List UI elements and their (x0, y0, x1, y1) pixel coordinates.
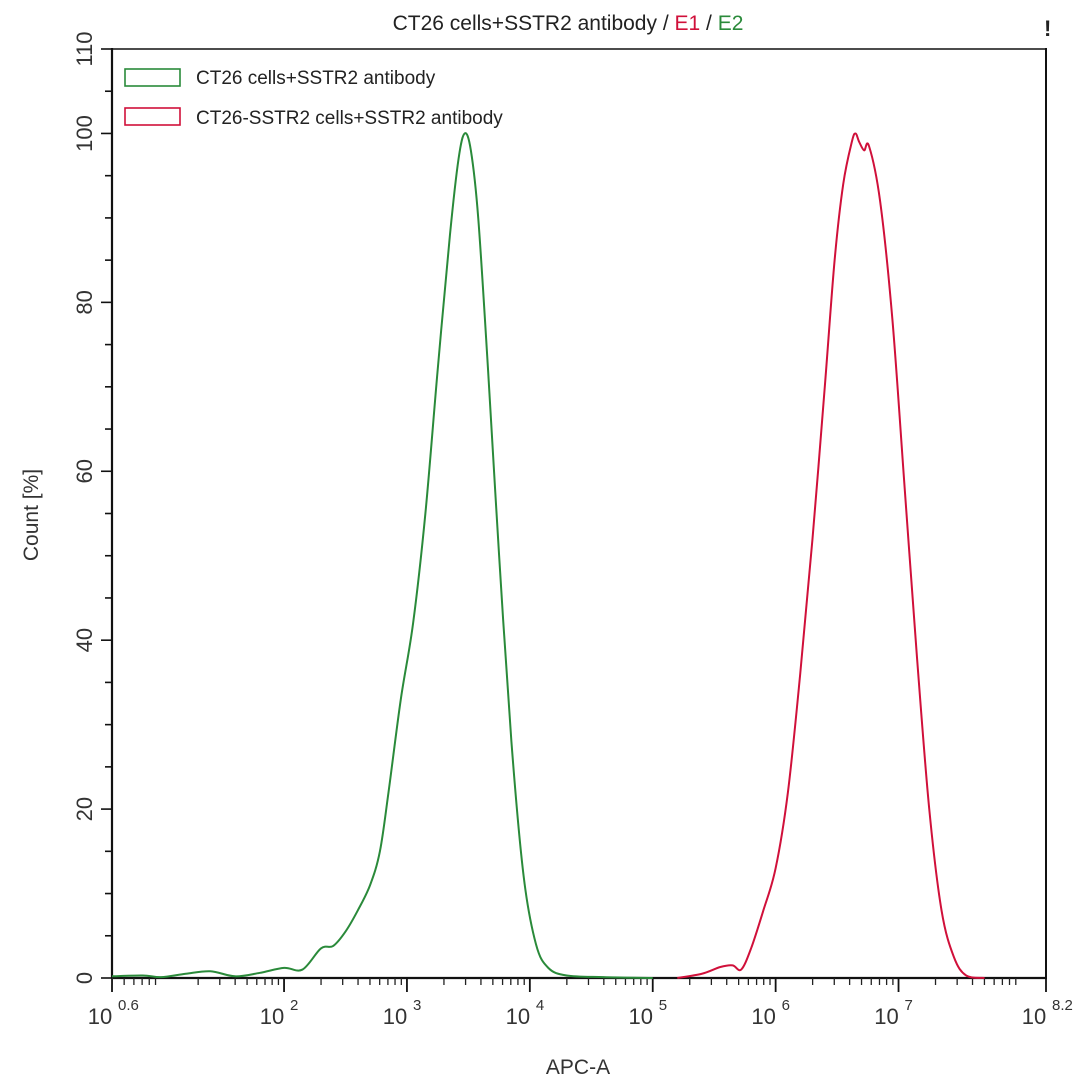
x-tick-label: 10 (874, 1004, 898, 1029)
x-tick-exponent: 5 (659, 997, 667, 1014)
series-ct26-curve (111, 132, 653, 979)
x-axis-ticks: 10 0.6 10 2 10 3 10 4 10 5 10 6 10 7 10 8.2 (88, 978, 1073, 1029)
y-tick-label: 20 (72, 797, 97, 821)
legend-item-ct26: CT26 cells+SSTR2 antibody (124, 68, 436, 89)
x-tick-label: 10 (751, 1004, 775, 1029)
x-tick-exponent: 4 (536, 997, 544, 1014)
legend-label: CT26 cells+SSTR2 antibody (196, 68, 436, 89)
x-axis-label: APC-A (546, 1056, 610, 1079)
x-tick-exponent: 3 (413, 997, 421, 1014)
y-tick-label: 110 (72, 31, 97, 66)
series-layer (111, 132, 985, 979)
legend-label: CT26-SSTR2 cells+SSTR2 antibody (196, 108, 503, 129)
x-tick-label: 10 (260, 1004, 284, 1029)
y-tick-label: 0 (72, 972, 97, 984)
x-tick-exponent: 6 (782, 997, 790, 1014)
y-tick-label: 60 (72, 459, 97, 483)
legend-swatch-red (124, 107, 181, 126)
x-tick-label: 10 (628, 1004, 652, 1029)
alert-icon: ! (1044, 16, 1052, 41)
x-tick-exponent: 7 (905, 997, 913, 1014)
y-tick-label: 40 (72, 628, 97, 652)
series-ct26-sstr2-curve (677, 132, 985, 979)
x-tick-exponent: 2 (290, 997, 298, 1014)
legend-item-ct26-sstr2: CT26-SSTR2 cells+SSTR2 antibody (124, 107, 503, 129)
x-tick-exponent: 8.2 (1052, 997, 1073, 1014)
y-tick-label: 100 (72, 115, 97, 152)
legend-swatch-green (124, 68, 181, 87)
y-axis-ticks: 0 20 40 60 80 100 110 (72, 31, 112, 984)
x-tick-label: 10 (1022, 1004, 1046, 1029)
x-tick-label: 10 (88, 1004, 112, 1029)
x-tick-exponent: 0.6 (118, 997, 139, 1014)
x-tick-label: 10 (506, 1004, 530, 1029)
y-axis-label: Count [%] (20, 469, 43, 561)
legend: CT26 cells+SSTR2 antibody CT26-SSTR2 cel… (124, 68, 503, 129)
y-tick-label: 80 (72, 290, 97, 314)
x-tick-label: 10 (383, 1004, 407, 1029)
chart-title: CT26 cells+SSTR2 antibody / E1 / E2 (393, 12, 744, 35)
